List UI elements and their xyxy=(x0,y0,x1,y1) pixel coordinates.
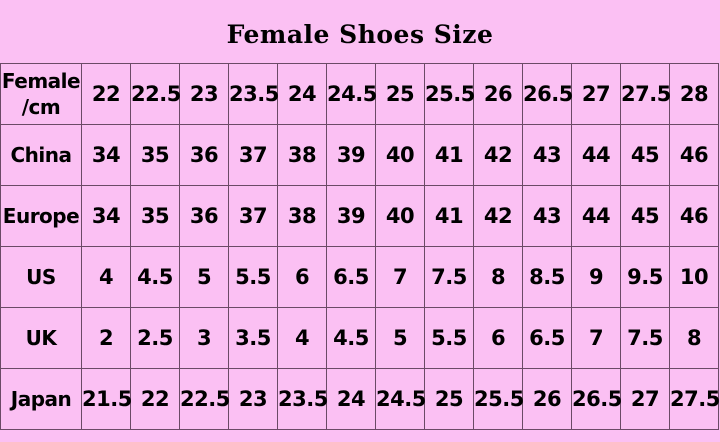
table-row: US 4 4.5 5 5.5 6 6.5 7 7.5 8 8.5 9 9.5 10 xyxy=(0,246,719,308)
table-cell: 41 xyxy=(424,185,474,247)
table-cell: 6.5 xyxy=(326,246,376,308)
table-cell: 4.5 xyxy=(326,307,376,369)
table-cell: 40 xyxy=(375,124,425,186)
table-cell: 7 xyxy=(571,307,621,369)
table-cell: 23 xyxy=(228,368,278,430)
table-cell: 2 xyxy=(81,307,131,369)
table-cell: 25 xyxy=(424,368,474,430)
table-cell: 34 xyxy=(81,185,131,247)
table-cell: 2.5 xyxy=(130,307,180,369)
table-cell: 3.5 xyxy=(228,307,278,369)
row-label: US xyxy=(0,246,82,308)
table-row: Female/cm 22 22.5 23 23.5 24 24.5 25 25.5 26 26.5 2… xyxy=(0,63,719,125)
table-cell: 8.5 xyxy=(522,246,572,308)
table-cell: 27.5 xyxy=(669,368,720,430)
table-cell: 26 xyxy=(473,63,523,125)
table-row: Japan 21.5 22 22.5 23 23.5 24 24.5 25 25.5 26 26.5 2… xyxy=(0,368,720,430)
table-cell: 5.5 xyxy=(424,307,474,369)
table-cell: 24.5 xyxy=(375,368,426,430)
table-cell: 45 xyxy=(620,124,670,186)
table-cell: 40 xyxy=(375,185,425,247)
table-cell: 24 xyxy=(326,368,376,430)
table-cell: 9 xyxy=(571,246,621,308)
table-cell: 4 xyxy=(81,246,131,308)
table-cell: 28 xyxy=(669,63,719,125)
table-cell: 5.5 xyxy=(228,246,278,308)
table-cell: 37 xyxy=(228,185,278,247)
size-table: Female/cm 22 22.5 23 23.5 24 24.5 25 25.5 26 26.5 2… xyxy=(0,63,720,430)
table-cell: 3 xyxy=(179,307,229,369)
table-cell: 26 xyxy=(522,368,572,430)
table-cell: 39 xyxy=(326,124,376,186)
table-cell: 26.5 xyxy=(571,368,622,430)
table-cell: 34 xyxy=(81,124,131,186)
table-cell: 27 xyxy=(571,63,621,125)
table-cell: 7 xyxy=(375,246,425,308)
row-label: Female/cm xyxy=(0,63,82,125)
table-cell: 24 xyxy=(277,63,327,125)
table-cell: 43 xyxy=(522,124,572,186)
row-label: Japan xyxy=(0,368,82,430)
table-cell: 22.5 xyxy=(179,368,230,430)
table-cell: 25 xyxy=(375,63,425,125)
table-cell: 35 xyxy=(130,185,180,247)
table-cell: 6.5 xyxy=(522,307,572,369)
table-row: Europe 34 35 36 37 38 39 40 41 42 43 44 45 46 xyxy=(0,185,719,247)
table-cell: 4.5 xyxy=(130,246,180,308)
table-cell: 36 xyxy=(179,185,229,247)
table-cell: 7.5 xyxy=(620,307,670,369)
table-cell: 5 xyxy=(179,246,229,308)
table-cell: 26.5 xyxy=(522,63,573,125)
table-cell: 6 xyxy=(473,307,523,369)
table-cell: 35 xyxy=(130,124,180,186)
table-cell: 7.5 xyxy=(424,246,474,308)
table-cell: 25.5 xyxy=(473,368,524,430)
table-cell: 23 xyxy=(179,63,229,125)
table-cell: 44 xyxy=(571,124,621,186)
table-cell: 45 xyxy=(620,185,670,247)
table-cell: 22 xyxy=(130,368,180,430)
table-cell: 5 xyxy=(375,307,425,369)
row-label: Europe xyxy=(0,185,82,247)
table-cell: 27.5 xyxy=(620,63,671,125)
table-cell: 10 xyxy=(669,246,719,308)
table-row: China 34 35 36 37 38 39 40 41 42 43 44 45 46 xyxy=(0,124,719,186)
row-label: UK xyxy=(0,307,82,369)
table-cell: 9.5 xyxy=(620,246,670,308)
table-cell: 8 xyxy=(473,246,523,308)
table-cell: 46 xyxy=(669,124,719,186)
table-cell: 27 xyxy=(620,368,670,430)
table-cell: 43 xyxy=(522,185,572,247)
table-cell: 38 xyxy=(277,185,327,247)
table-cell: 8 xyxy=(669,307,719,369)
table-cell: 37 xyxy=(228,124,278,186)
table-cell: 23.5 xyxy=(228,63,279,125)
row-label: China xyxy=(0,124,82,186)
table-cell: 22 xyxy=(81,63,131,125)
table-cell: 4 xyxy=(277,307,327,369)
table-cell: 36 xyxy=(179,124,229,186)
table-cell: 39 xyxy=(326,185,376,247)
table-cell: 38 xyxy=(277,124,327,186)
table-cell: 42 xyxy=(473,185,523,247)
table-cell: 41 xyxy=(424,124,474,186)
table-cell: 22.5 xyxy=(130,63,181,125)
table-cell: 42 xyxy=(473,124,523,186)
table-row: UK 2 2.5 3 3.5 4 4.5 5 5.5 6 6.5 7 7.5 8 xyxy=(0,307,719,369)
table-cell: 6 xyxy=(277,246,327,308)
table-cell: 44 xyxy=(571,185,621,247)
table-cell: 24.5 xyxy=(326,63,377,125)
table-cell: 23.5 xyxy=(277,368,328,430)
table-cell: 46 xyxy=(669,185,719,247)
page-title: Female Shoes Size xyxy=(226,20,494,49)
table-cell: 25.5 xyxy=(424,63,475,125)
table-cell: 21.5 xyxy=(81,368,132,430)
